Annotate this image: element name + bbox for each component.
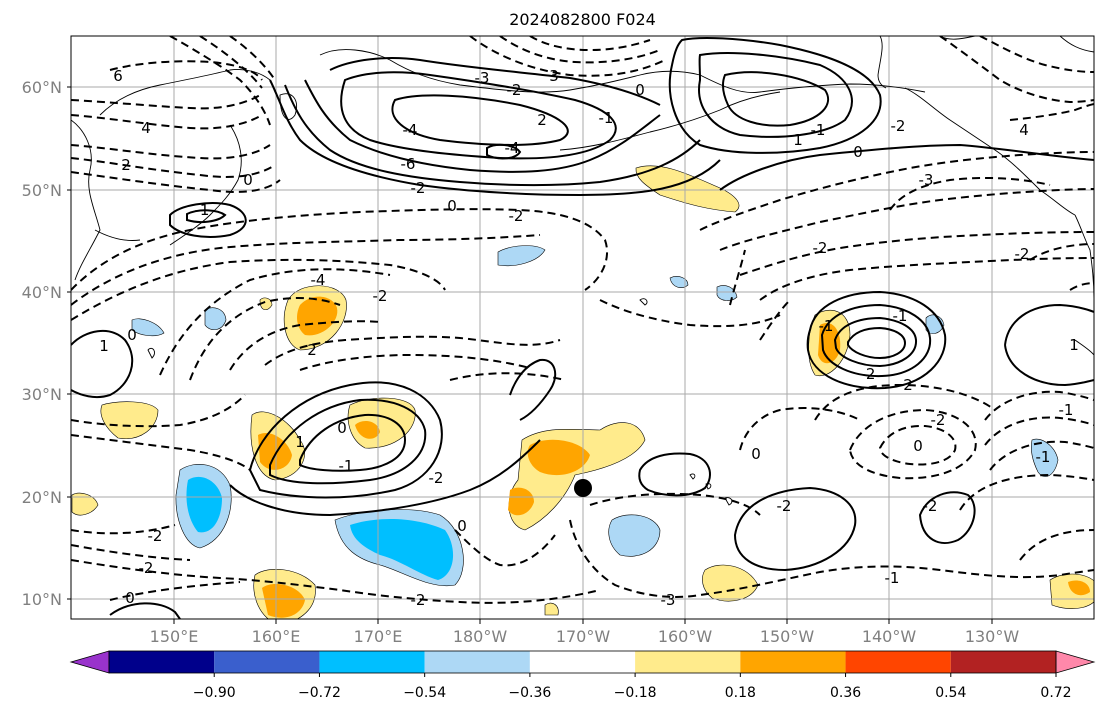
contour-label: 2 [121,156,131,174]
longitude-label: 140°W [862,627,917,646]
latitude-label: 30°N [22,385,62,404]
colorbar: −0.90 −0.72 −0.54 −0.36 −0.18 0.18 0.36 0.54 0.7… [69,650,1096,701]
contour-label: -6 [401,155,416,173]
colorbar-tick-label: 0.54 [935,685,966,701]
contour-label: -3 [661,591,676,609]
contour-label: -2 [139,559,154,577]
contour-label: -1 [811,121,826,139]
latitude-label: 20°N [22,488,62,507]
contour-label: -1 [599,109,614,127]
contour-label: 1 [295,433,305,451]
contour-label: -2 [411,591,426,609]
contour-label: -1 [195,201,210,219]
contour-label: -3 [919,171,934,189]
contour-label: -2 [891,117,906,135]
colorbar-left-extension [69,650,110,674]
contour-label: -3 [475,69,490,87]
colorbar-tick-label: −0.54 [403,685,446,701]
solid-contours [71,36,1094,619]
contour-label: 4 [141,119,151,137]
contour-label: -2 [923,497,938,515]
contour-label: 2 [307,341,317,359]
colorbar-tick-label: −0.18 [614,685,657,701]
longitude-label: 160°E [252,627,301,646]
contour-label: 0 [751,445,761,463]
contour-label: 6 [113,67,123,85]
latitude-label: 10°N [22,590,62,609]
latitude-labels: 60°N 50°N 40°N 30°N 20°N 10°N [22,78,71,609]
contour-label: -1 [885,569,900,587]
map-gridlines [71,36,1094,619]
contour-label: 0 [447,197,457,215]
colorbar-segment [635,651,741,673]
contour-label: -2 [148,527,163,545]
location-marker [574,479,592,497]
shaded-negative-areas [131,245,1059,587]
contour-label: 1 [793,131,803,149]
longitude-label: 130°W [965,627,1020,646]
longitude-label: 170°E [354,627,403,646]
contour-label: 4 [1019,121,1029,139]
contour-label: 0 [853,143,863,161]
colorbar-tick-label: 0.72 [1040,685,1071,701]
colorbar-segment [109,651,215,673]
contour-label: -4 [311,271,326,289]
colorbar-tick-label: −0.72 [298,685,341,701]
contour-label: 0 [457,517,467,535]
contour-label: -2 [507,81,522,99]
colorbar-right-extension [1055,650,1096,674]
colorbar-tick-label: −0.90 [193,685,236,701]
longitude-label: 170°W [556,627,611,646]
contour-label: -2 [429,469,444,487]
colorbar-segment [214,651,320,673]
latitude-label: 40°N [22,283,62,302]
longitude-label: 180°W [453,627,508,646]
contour-label: 0 [913,437,923,455]
contour-label: -1 [339,457,354,475]
colorbar-segment [950,651,1056,673]
contour-label: -2 [1015,245,1030,263]
colorbar-tick-label: 0.36 [830,685,861,701]
latitude-label: 60°N [22,78,62,97]
contour-label: 3 [549,67,559,85]
contour-label: -2 [813,239,828,257]
colorbar-segment [424,651,530,673]
contour-label: -2 [509,207,524,225]
contour-label: -1 [1059,401,1074,419]
contour-label: -1 [893,307,908,325]
contour-label: 2 [903,376,913,394]
colorbar-tick-label: −0.36 [508,685,551,701]
contour-label: 1 [1069,336,1079,354]
colorbar-segment [845,651,951,673]
contour-label: 0 [337,419,347,437]
contour-label: 0 [125,589,135,607]
contour-label: -2 [861,365,876,383]
contour-label: -1 [1036,448,1051,466]
colorbar-segment [740,651,846,673]
colorbar-tick-label: 0.18 [725,685,756,701]
contour-label: -2 [411,179,426,197]
map-title: 2024082800 F024 [509,10,656,29]
contour-label: -4 [505,139,520,157]
longitude-label: 160°W [658,627,713,646]
longitude-labels: 150°E 160°E 170°E 180°W 170°W 160°W 150°W 140°W… [150,619,1020,646]
colorbar-segment [319,651,425,673]
contour-label: 0 [635,81,645,99]
longitude-label: 150°E [150,627,199,646]
contour-label: 0 [243,171,253,189]
contour-label: 2 [537,111,547,129]
colorbar-segment [529,651,636,673]
contour-label: -1 [819,317,834,335]
dashed-contours [71,36,1094,604]
longitude-label: 150°W [760,627,815,646]
contour-label: 0 [127,326,137,344]
latitude-label: 50°N [22,181,62,200]
contour-label: -2 [373,287,388,305]
contour-label: -2 [777,497,792,515]
contour-label: 1 [99,337,109,355]
contour-label: -2 [931,411,946,429]
contour-label: -4 [403,121,418,139]
